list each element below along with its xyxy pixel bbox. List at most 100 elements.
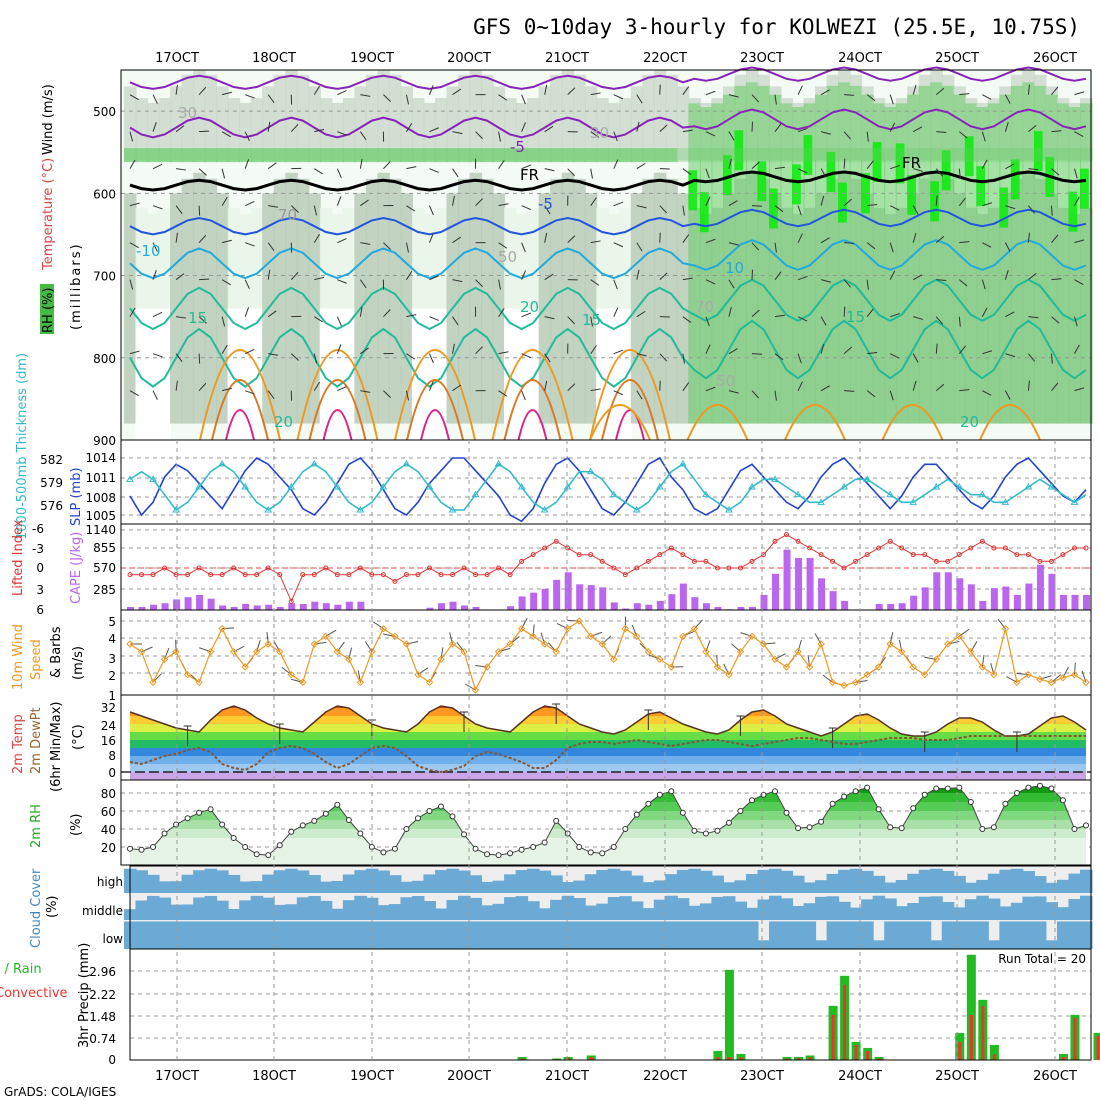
cloud-block	[653, 921, 667, 949]
wind-barb	[359, 279, 367, 289]
cloud-block	[331, 908, 344, 920]
wind-barb	[705, 386, 716, 392]
rh-cell	[411, 98, 425, 161]
cloud-block	[849, 921, 863, 949]
rh-cell	[181, 148, 195, 163]
tick-label: 1140	[85, 523, 116, 537]
rh-cell	[388, 74, 402, 161]
cape-bar	[656, 600, 664, 610]
cloud-block	[538, 921, 552, 949]
rh-cell	[227, 148, 241, 163]
tick-label: 570	[93, 561, 116, 575]
rh-cell	[135, 308, 149, 440]
rh-cell	[861, 148, 874, 163]
rh-cell	[515, 308, 529, 440]
cloud-block	[676, 921, 690, 949]
lifted-index-line	[127, 532, 1089, 604]
contour-label: FR	[520, 166, 539, 184]
rh-marker	[806, 824, 813, 831]
precip-total-bar	[724, 969, 734, 1060]
wind-barb	[267, 162, 277, 170]
pressure-axis: 500 600 700 800 900	[93, 105, 116, 448]
wind-barb	[336, 168, 342, 179]
wind-barb	[429, 205, 434, 216]
thickness-marker	[264, 506, 273, 513]
wind-barb	[912, 232, 917, 243]
wind-marker	[805, 663, 814, 671]
wind-marker	[667, 663, 676, 671]
wind-marker	[978, 663, 987, 671]
rh-cell	[193, 172, 206, 424]
wind-barb	[636, 205, 647, 209]
wind-barb	[1005, 163, 1015, 170]
cloud-block	[1045, 902, 1058, 920]
cloud-block	[918, 896, 932, 920]
rh-cell	[561, 148, 575, 163]
rh-cell	[769, 148, 782, 163]
date-axis-bottom: 17OCT 18OCT 19OCT 20OCT 21OCT 22OCT 23OC…	[155, 1069, 1077, 1084]
rh-cell	[573, 74, 586, 161]
wind-barb	[728, 390, 739, 394]
wind-barb	[567, 316, 575, 325]
rh-legend-swatch	[40, 284, 54, 334]
cloud-block	[619, 896, 632, 920]
rh-cell	[722, 155, 732, 196]
rh-cell	[653, 148, 667, 163]
cloud-block	[158, 921, 172, 949]
precip-convective-bar	[589, 1056, 593, 1060]
wind-barb	[337, 238, 347, 244]
date-label-bottom: 23OCT	[740, 1069, 784, 1084]
wind-barb	[774, 390, 777, 401]
cloud-block	[699, 870, 713, 893]
rh-ticks: 80 60 40 20	[101, 787, 116, 855]
rh-cell	[734, 130, 744, 171]
wind-barb	[1028, 353, 1036, 362]
wind-marker	[137, 647, 146, 656]
thickness-marker	[471, 490, 480, 498]
cloud-block	[527, 901, 540, 920]
wind-barb	[452, 316, 459, 326]
rh-cell	[124, 86, 137, 161]
wind-marker	[241, 663, 249, 671]
thickness-marker	[748, 483, 756, 490]
li-marker	[542, 545, 548, 551]
thickness-marker	[771, 475, 779, 482]
date-label-top: 25OCT	[935, 51, 979, 66]
rh-cell	[285, 70, 298, 161]
precip-convective-bar	[843, 984, 847, 1060]
rh-marker	[242, 844, 249, 850]
precip-convective-bar	[1061, 1056, 1065, 1060]
thickness-marker	[1070, 498, 1079, 505]
wind-barb	[613, 201, 624, 207]
cloud-block	[780, 921, 794, 949]
cloud-block	[331, 921, 344, 949]
wind-axis-label: Wind (m/s)	[41, 84, 56, 155]
wind-barb	[129, 307, 136, 317]
wind-barb	[498, 279, 501, 290]
rh-marker	[737, 808, 744, 814]
wind-marker	[702, 647, 710, 656]
li-marker	[760, 552, 766, 558]
cloud-block	[296, 921, 310, 949]
wind-barb	[728, 158, 732, 169]
wind-marker	[368, 647, 376, 656]
wind-barb	[935, 343, 938, 354]
date-label-top: 24OCT	[838, 51, 882, 66]
wind-barb	[889, 122, 896, 132]
cloud-block	[193, 921, 206, 949]
rh-marker	[138, 846, 145, 853]
cape-bar	[714, 606, 722, 610]
wind-barb	[613, 349, 624, 355]
wind-barb	[314, 276, 325, 281]
wind-barb	[360, 347, 369, 355]
tick-label: 6	[36, 603, 44, 617]
date-label-bottom: 21OCT	[545, 1069, 589, 1084]
cape-bar	[184, 597, 192, 610]
rh-cell	[596, 308, 609, 440]
wind-marker	[126, 640, 134, 648]
wind-marker	[483, 663, 491, 671]
wind-marker	[218, 624, 226, 633]
cape-bar	[1048, 573, 1056, 610]
wind-marker	[736, 647, 745, 656]
cloud-block	[573, 880, 586, 893]
